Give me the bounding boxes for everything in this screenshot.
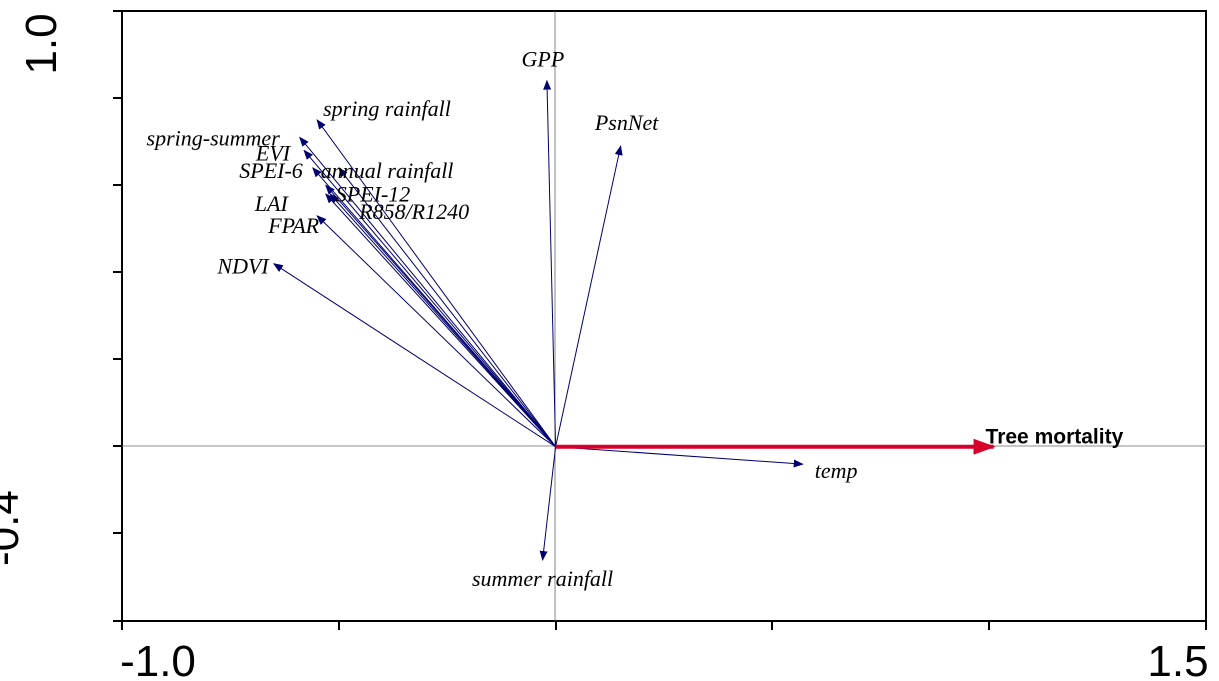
variable-arrows xyxy=(272,79,996,561)
variable-arrow xyxy=(555,446,804,468)
variable-arrow xyxy=(555,145,623,447)
response-label: Tree mortality xyxy=(986,426,1124,449)
variable-label: temp xyxy=(815,458,858,483)
x-tick-label-max: 1.5 xyxy=(1147,637,1208,681)
variable-arrow xyxy=(316,119,557,448)
y-axis-ticks xyxy=(113,10,122,622)
variable-arrow xyxy=(338,167,556,448)
variable-arrow xyxy=(316,215,556,448)
y-tick-label-min: -0.4 xyxy=(0,490,28,566)
variable-arrow xyxy=(329,193,556,448)
variable-arrow xyxy=(303,149,556,448)
y-tick-label-max: 1.0 xyxy=(17,13,66,74)
variable-label: EVI xyxy=(255,140,292,165)
variable-labels: GPP PsnNet spring rainfall spring-summerEVI… xyxy=(147,47,1124,591)
variable-label: PsnNet xyxy=(594,110,659,135)
plot-frame xyxy=(121,10,1207,622)
variable-label: GPP xyxy=(522,47,565,72)
variable-arrow xyxy=(299,136,556,448)
variable-label: spring rainfall xyxy=(323,96,451,121)
x-axis-ticks xyxy=(121,621,1207,630)
variable-label: SPEI-12 xyxy=(336,181,411,206)
variable-label: SPEI-6 xyxy=(239,158,303,183)
variable-arrow xyxy=(325,193,556,448)
variable-arrow xyxy=(272,263,556,448)
x-tick-label-min: -1.0 xyxy=(120,637,196,681)
variable-label: R858/R1240 xyxy=(358,199,469,224)
variable-label: LAI xyxy=(254,191,290,216)
variable-label: spring-summer xyxy=(147,125,281,150)
variable-arrow xyxy=(539,446,557,561)
variable-label: NDVI xyxy=(216,254,270,279)
variable-arrow xyxy=(543,79,557,447)
variable-label: FPAR xyxy=(267,213,319,238)
variable-label: summer rainfall xyxy=(472,566,613,591)
variable-label: annual rainfall xyxy=(321,158,454,183)
